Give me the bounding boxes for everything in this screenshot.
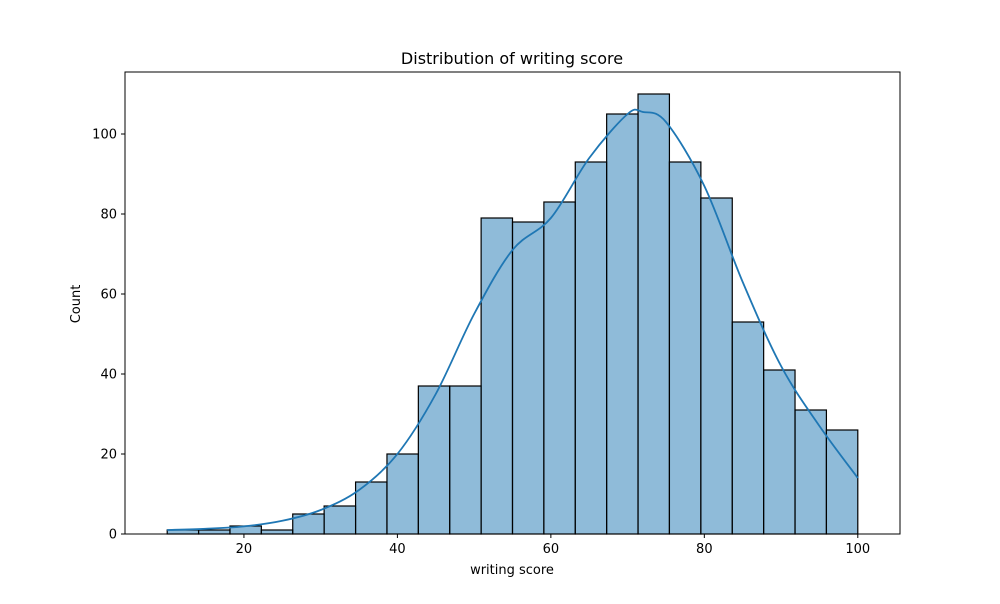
y-tick-label: 100 [92, 128, 117, 143]
histogram-bar-10 [480, 217, 514, 535]
y-tick-label: 80 [100, 208, 117, 223]
y-tick-label: 60 [100, 288, 117, 303]
plot-frame [124, 71, 901, 535]
histogram-bar-3 [260, 529, 294, 535]
histogram-bar-9 [449, 385, 482, 535]
x-axis-label: writing score [470, 563, 554, 578]
histogram-bar-8 [417, 385, 451, 535]
histogram-bar-1 [197, 529, 231, 535]
histogram-bar-20 [794, 409, 828, 535]
x-tick-label: 20 [236, 542, 253, 557]
kde-curve [167, 108, 859, 531]
histogram-bar-18 [731, 321, 765, 535]
histogram-bar-12 [543, 201, 576, 535]
histogram-bar-14 [606, 113, 639, 535]
histogram-bar-16 [668, 161, 702, 535]
chart-title: Distribution of writing score [401, 49, 623, 68]
histogram-bar-17 [700, 197, 733, 535]
y-tick-label: 20 [100, 448, 117, 463]
histogram-bar-7 [386, 453, 419, 535]
y-axis-label: Count [69, 285, 84, 324]
axes-layer [124, 71, 901, 535]
bars-layer [166, 93, 859, 535]
ticks-layer: 20 40 60 80 100 0 20 40 60 80 100 [92, 128, 870, 558]
kde-layer [167, 108, 859, 531]
histogram-bar-5 [323, 505, 357, 535]
y-tick-label: 40 [100, 368, 117, 383]
histogram-bar-15 [637, 93, 671, 535]
histogram-bar-19 [763, 369, 796, 535]
histogram-bar-11 [511, 221, 545, 535]
y-tick-label: 0 [109, 528, 117, 543]
histogram-bar-13 [574, 161, 608, 535]
x-tick-label: 60 [543, 542, 560, 557]
x-tick-label: 100 [845, 542, 870, 557]
x-tick-label: 80 [696, 542, 713, 557]
x-tick-label: 40 [389, 542, 406, 557]
histogram-bar-21 [825, 429, 859, 535]
